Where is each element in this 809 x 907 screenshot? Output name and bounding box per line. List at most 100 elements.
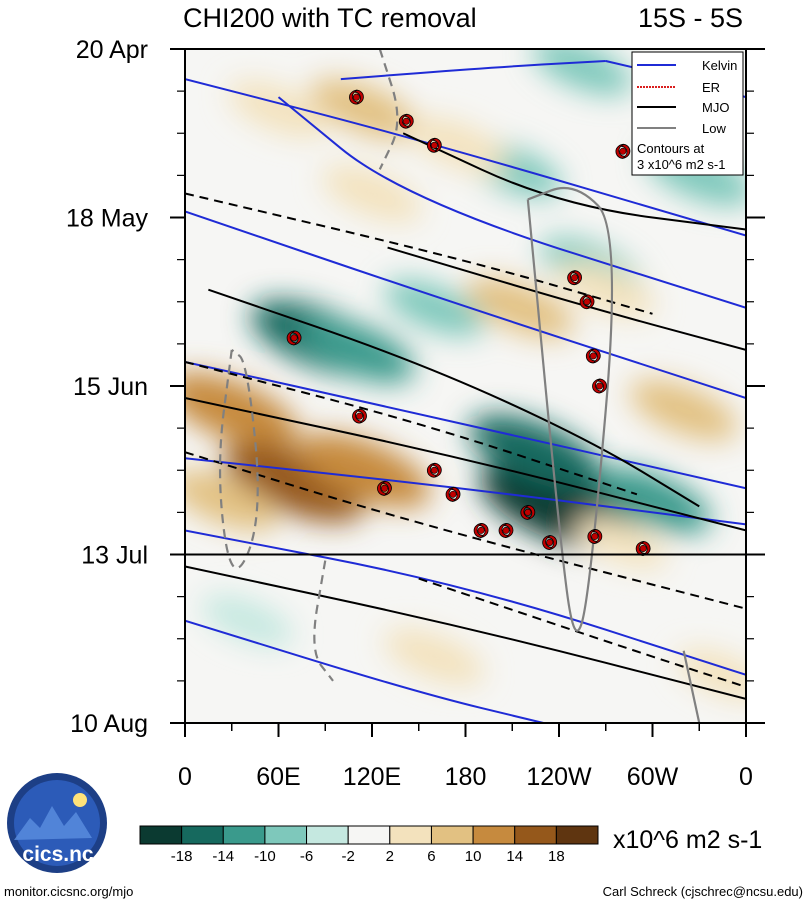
tc-marker (567, 270, 582, 286)
colorbar-swatch (264, 825, 308, 845)
cicsnc-logo (7, 773, 107, 873)
chart-title: CHI200 with TC removal (183, 3, 477, 33)
colorbar-swatch (139, 825, 183, 845)
anomaly-blob (465, 277, 575, 339)
colorbar-label: -6 (300, 848, 313, 865)
tc-marker (587, 529, 603, 544)
mjo-contour (418, 577, 746, 688)
colorbar-swatch (555, 825, 599, 845)
low-contour (218, 349, 259, 569)
legend-label-er: ER (702, 80, 720, 95)
chart-region: 15S - 5S (637, 3, 743, 33)
colorbar: -18 -14 -10 -6 -2 2 6 10 14 18 (139, 825, 599, 865)
x-tick-label: 120W (526, 763, 592, 791)
colorbar-swatch (181, 825, 224, 845)
legend-label-low: Low (702, 121, 726, 136)
colorbar-label: 10 (465, 848, 482, 865)
mjo-contour (185, 360, 638, 496)
legend-note-line1: Contours at (637, 141, 705, 156)
low-contour (682, 650, 701, 723)
mjo-contour (185, 451, 746, 610)
x-tick-label: 60W (627, 763, 679, 791)
tc-marker (473, 523, 489, 538)
tc-marker (579, 294, 595, 310)
anomaly-blob (228, 81, 329, 138)
anomaly-blob (310, 78, 419, 140)
colorbar-swatch (306, 825, 349, 845)
footer-link[interactable]: monitor.cicsnc.org/mjo (4, 884, 134, 899)
kelvin-contour (185, 457, 746, 526)
colorbar-swatch (222, 825, 266, 845)
kelvin-contour (340, 60, 606, 81)
x-tick-label: 0 (739, 763, 753, 791)
tc-marker (520, 504, 536, 520)
tc-marker (592, 378, 607, 394)
anomaly-blob (322, 165, 422, 222)
tc-marker (377, 480, 392, 496)
tc-marker (585, 348, 601, 364)
kelvin-contour (185, 529, 746, 676)
x-tick-label: 0 (178, 763, 192, 791)
kelvin-contour (185, 619, 544, 723)
tc-marker (352, 408, 367, 424)
y-tick-label: 10 Aug (70, 710, 148, 738)
tc-marker (498, 523, 514, 538)
anomaly-blob (223, 442, 365, 523)
y-tick-label: 13 Jul (81, 542, 148, 570)
footer-credit: Carl Schreck (cjschrec@ncsu.edu) (602, 884, 803, 899)
logo-text: cics.nc (22, 843, 94, 866)
mjo-contour (402, 132, 746, 231)
y-tick-label: 15 Jun (73, 373, 148, 401)
anomaly-blob (185, 469, 279, 531)
colorbar-label: 6 (427, 848, 435, 865)
mjo-contour (185, 192, 653, 315)
kelvin-contour (185, 210, 746, 399)
low-contour (378, 49, 399, 170)
mjo-contour (387, 246, 746, 351)
tc-marker (426, 462, 442, 478)
colorbar-label: 18 (548, 848, 565, 865)
legend-label-kelvin: Kelvin (702, 58, 737, 73)
tc-marker (445, 486, 461, 502)
anomaly-blob (298, 317, 415, 383)
tc-marker (398, 113, 414, 129)
tc-marker (615, 143, 631, 159)
axes: 0 60E 120E 180 120W 60W 0 20 Apr 18 May 15 Jun 13 … (66, 36, 765, 791)
tc-marker (349, 89, 364, 105)
mjo-contour (185, 565, 746, 700)
low-contour (526, 186, 614, 632)
anomaly-blob (185, 372, 299, 448)
legend-box (631, 51, 744, 176)
legend-label-mjo: MJO (702, 100, 729, 115)
colorbar-label: -10 (254, 848, 276, 865)
colorbar-swatch (472, 825, 516, 845)
low-contour (313, 560, 334, 682)
colorbar-swatch (514, 825, 557, 845)
colorbar-label: -14 (212, 848, 234, 865)
tc-marker (426, 137, 442, 153)
anomaly-blob (297, 432, 431, 508)
colorbar-swatch (430, 825, 474, 845)
colorbar-label: -2 (342, 848, 355, 865)
x-tick-label: 180 (445, 763, 487, 791)
colorbar-label: 2 (386, 848, 394, 865)
y-tick-label: 18 May (66, 205, 148, 233)
tc-marker (542, 535, 558, 550)
tc-marker (286, 330, 302, 346)
anomaly-blob (532, 49, 633, 96)
legend: Kelvin ER MJO Low Contours at 3 x10^6 m2… (631, 51, 744, 176)
colorbar-units: x10^6 m2 s-1 (613, 826, 763, 854)
colorbar-label: 14 (506, 848, 523, 865)
y-tick-label: 20 Apr (76, 36, 148, 64)
anomaly-blob (629, 379, 738, 441)
mjo-contour (185, 397, 746, 532)
x-tick-label: 60E (256, 763, 300, 791)
legend-note-line2: 3 x10^6 m2 s-1 (637, 157, 725, 172)
x-tick-label: 120E (343, 763, 401, 791)
anomaly-blob (201, 594, 294, 647)
tc-marker (635, 541, 651, 556)
colorbar-label: -18 (171, 848, 193, 865)
colorbar-swatch (347, 825, 391, 845)
kelvin-contour (185, 78, 746, 237)
